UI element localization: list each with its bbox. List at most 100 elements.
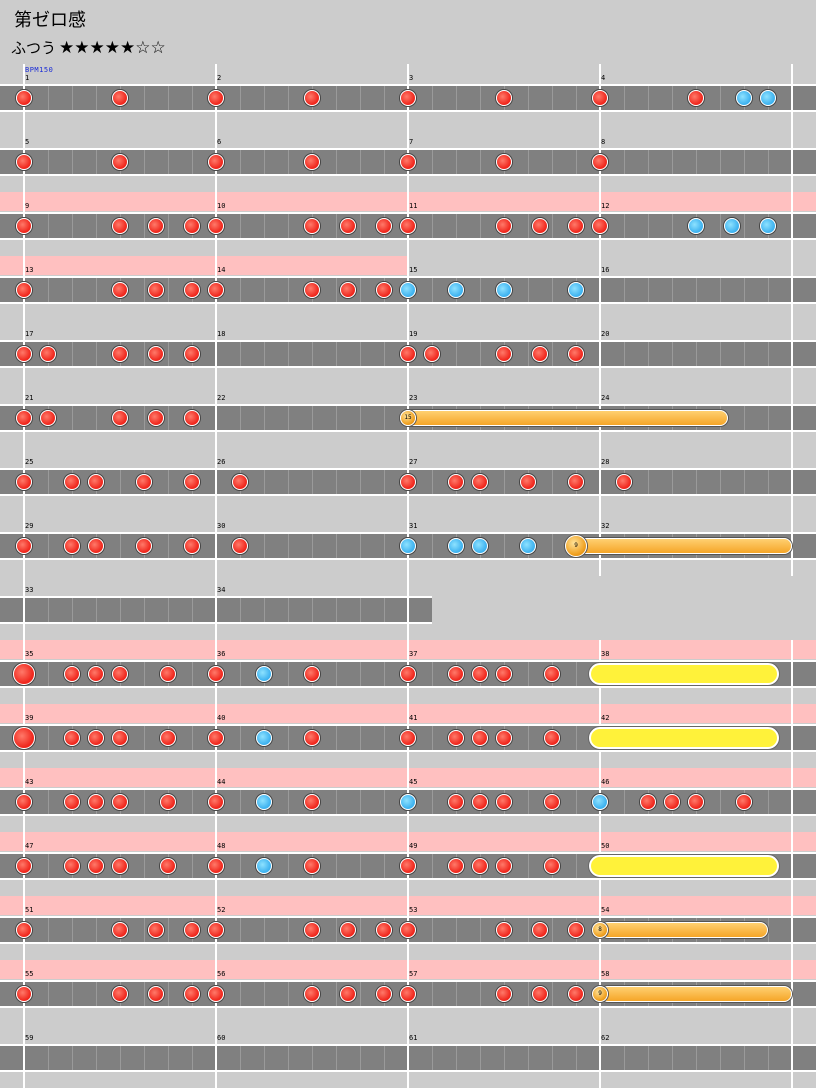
don-note <box>640 794 656 810</box>
beat-division <box>288 726 289 750</box>
beat-division <box>336 342 337 366</box>
don-note <box>568 218 584 234</box>
beat-division <box>48 1046 49 1070</box>
measure-number: 32 <box>601 522 610 530</box>
don-note <box>616 474 632 490</box>
measure-barline <box>599 320 601 384</box>
don-note <box>64 538 80 554</box>
don-note <box>340 218 356 234</box>
don-note <box>16 922 32 938</box>
don-note <box>400 730 416 746</box>
beat-division <box>336 214 337 238</box>
measure-number: 24 <box>601 394 610 402</box>
don-note <box>16 90 32 106</box>
beat-division <box>264 214 265 238</box>
don-note <box>64 474 80 490</box>
measure-number: 42 <box>601 714 610 722</box>
beat-division <box>696 342 697 366</box>
don-note <box>64 858 80 874</box>
ka-note <box>592 794 608 810</box>
ka-note <box>400 538 416 554</box>
beat-division <box>432 150 433 174</box>
beat-division <box>48 278 49 302</box>
don-note <box>88 538 104 554</box>
beat-division <box>288 982 289 1006</box>
beat-division <box>672 470 673 494</box>
beat-division <box>168 278 169 302</box>
beat-division <box>144 278 145 302</box>
measure-number: 18 <box>217 330 226 338</box>
measure-number: 58 <box>601 970 610 978</box>
don-note <box>148 986 164 1002</box>
beat-division <box>432 726 433 750</box>
beat-division <box>48 662 49 686</box>
beat-division <box>744 1046 745 1070</box>
beat-division <box>528 982 529 1006</box>
beat-division <box>240 214 241 238</box>
don-note <box>184 474 200 490</box>
beat-division <box>264 982 265 1006</box>
chart-row: 35 36 37 38 <box>0 640 816 704</box>
chart-row: 1 2 3 4 <box>0 64 816 128</box>
don-note <box>688 794 704 810</box>
don-note <box>592 218 608 234</box>
measure-number: 2 <box>217 74 222 82</box>
gogo-section <box>0 256 408 275</box>
measure-number: 5 <box>25 138 30 146</box>
beat-division <box>312 1046 313 1070</box>
don-note <box>16 794 32 810</box>
ka-note <box>568 282 584 298</box>
beat-division <box>720 86 721 110</box>
beat-division <box>288 406 289 430</box>
beat-division <box>240 918 241 942</box>
balloon-tail <box>576 538 792 554</box>
don-note <box>688 90 704 106</box>
measure-barline <box>407 576 409 640</box>
beat-division <box>144 790 145 814</box>
beat-division <box>312 598 313 622</box>
don-note <box>40 410 56 426</box>
beat-division <box>192 726 193 750</box>
beat-division <box>360 662 361 686</box>
beat-division <box>240 406 241 430</box>
beat-division <box>768 342 769 366</box>
drumroll-head: 15 <box>400 410 416 426</box>
beat-division <box>96 982 97 1006</box>
beat-division <box>384 534 385 558</box>
don-note <box>148 282 164 298</box>
measure-number: 28 <box>601 458 610 466</box>
beat-division <box>552 470 553 494</box>
beat-division <box>192 1046 193 1070</box>
don-note <box>496 986 512 1002</box>
don-note <box>304 922 320 938</box>
beat-division <box>384 150 385 174</box>
beat-division <box>240 342 241 366</box>
don-note <box>304 154 320 170</box>
ka-note <box>400 794 416 810</box>
beat-division <box>456 982 457 1006</box>
beat-division <box>72 918 73 942</box>
measure-number: 55 <box>25 970 34 978</box>
don-note <box>496 90 512 106</box>
beat-division <box>48 150 49 174</box>
beat-division <box>240 854 241 878</box>
don-note <box>160 730 176 746</box>
beat-division <box>48 86 49 110</box>
beat-division <box>264 918 265 942</box>
beat-division <box>480 214 481 238</box>
beat-division <box>528 854 529 878</box>
measure-barline <box>23 1024 25 1088</box>
don-note <box>304 986 320 1002</box>
don-note <box>13 663 35 685</box>
measure-number: 50 <box>601 842 610 850</box>
don-note <box>340 922 356 938</box>
beat-division <box>48 854 49 878</box>
don-note <box>532 986 548 1002</box>
ka-note <box>496 282 512 298</box>
measure-barline <box>791 192 793 256</box>
beat-division <box>48 598 49 622</box>
don-note <box>136 474 152 490</box>
measure-number: 60 <box>217 1034 226 1042</box>
don-note <box>16 282 32 298</box>
beat-division <box>552 278 553 302</box>
